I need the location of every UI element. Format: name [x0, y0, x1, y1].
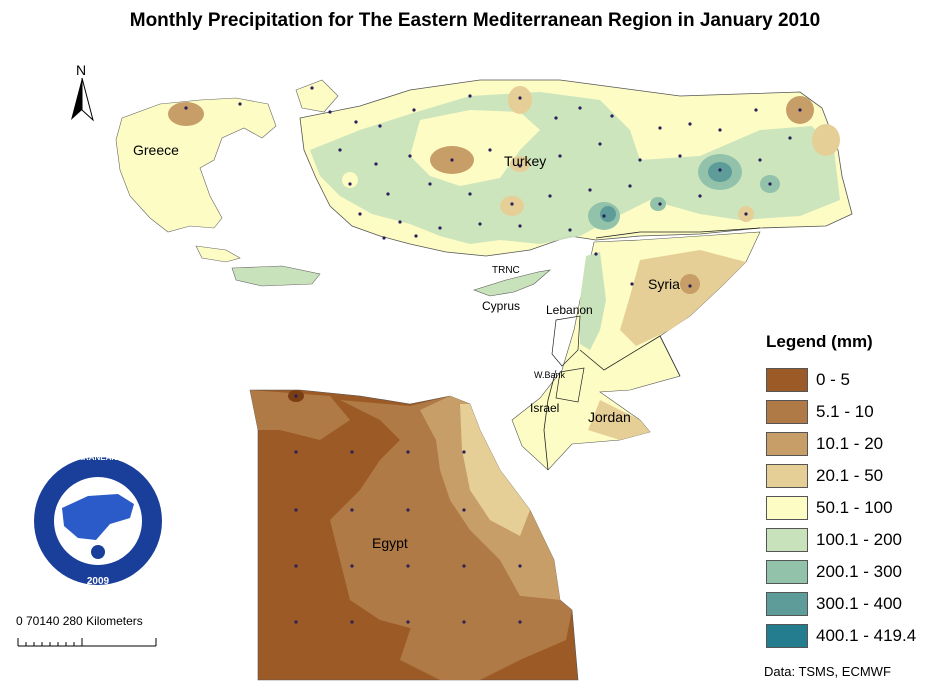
- map-title: Monthly Precipitation for The Eastern Me…: [129, 10, 821, 31]
- legend-swatch: [766, 368, 808, 392]
- label-syria: Syria: [648, 276, 680, 292]
- label-greece: Greece: [133, 142, 179, 158]
- data-source: Data: TSMS, ECMWF: [764, 664, 891, 679]
- svg-text:EASTERN MEDITERRANEAN CLIMATE: EASTERN MEDITERRANEAN CLIMATE CENTRE: [18, 453, 178, 462]
- scale-bar-label: 0 70140 280 Kilometers: [16, 614, 143, 628]
- turkey-region: [299, 79, 853, 257]
- north-label: N: [76, 62, 87, 78]
- scale-bar-icon: [17, 638, 157, 647]
- map-legend: Legend (mm) 0 - 5 5.1 - 10 10.1 - 20 20.1 -…: [766, 332, 946, 656]
- legend-item: 20.1 - 50: [766, 464, 946, 488]
- legend-swatch: [766, 496, 808, 520]
- levant-region: [511, 227, 761, 471]
- legend-label: 100.1 - 200: [816, 530, 903, 549]
- label-turkey: Turkey: [504, 153, 546, 169]
- legend-item: 50.1 - 100: [766, 496, 946, 520]
- legend-item: 100.1 - 200: [766, 528, 946, 552]
- label-cyprus: Cyprus: [482, 299, 520, 313]
- legend-label: 10.1 - 20: [816, 434, 884, 453]
- legend-swatch: [766, 624, 808, 648]
- legend-item: 5.1 - 10: [766, 400, 946, 424]
- label-lebanon: Lebanon: [546, 303, 593, 317]
- legend-title: Legend (mm): [766, 332, 873, 351]
- legend-label: 20.1 - 50: [816, 466, 884, 485]
- egypt-region: [249, 389, 579, 681]
- legend-swatch: [766, 560, 808, 584]
- station-dots: [184, 86, 802, 624]
- legend-swatch: [766, 464, 808, 488]
- legend-item: 10.1 - 20: [766, 432, 946, 456]
- scale-bar: 0 70140 280 Kilometers: [16, 614, 216, 654]
- label-israel: Israel: [530, 401, 559, 415]
- legend-swatch: [766, 432, 808, 456]
- emcc-logo: EASTERN MEDITERRANEAN CLIMATE CENTRE 200…: [7, 446, 191, 596]
- legend-items: 0 - 5 5.1 - 10 10.1 - 20 20.1 - 50 50.1 - 10…: [766, 368, 946, 648]
- legend-swatch: [766, 592, 808, 616]
- legend-item: 400.1 - 419.4: [766, 624, 946, 648]
- legend-item: 0 - 5: [766, 368, 946, 392]
- north-arrow-icon: [71, 77, 94, 122]
- emcc-logo-icon: EASTERN MEDITERRANEAN CLIMATE CENTRE 200…: [7, 453, 191, 587]
- legend-item: 200.1 - 300: [766, 560, 946, 584]
- legend-label: 0 - 5: [816, 370, 851, 389]
- legend-item: 300.1 - 400: [766, 592, 946, 616]
- legend-label: 400.1 - 419.4: [816, 626, 917, 645]
- label-egypt: Egypt: [372, 535, 408, 551]
- label-west-bank: W.Bank: [534, 370, 566, 380]
- legend-label: 5.1 - 10: [816, 402, 874, 421]
- cyprus-region: [473, 269, 551, 297]
- legend-label: 300.1 - 400: [816, 594, 903, 613]
- legend-swatch: [766, 400, 808, 424]
- label-trnc: TRNC: [492, 265, 520, 276]
- logo-year: 2009: [87, 576, 110, 587]
- legend-swatch: [766, 528, 808, 552]
- greece-region: [115, 79, 339, 287]
- north-arrow: N: [66, 62, 100, 126]
- legend-label: 50.1 - 100: [816, 498, 893, 517]
- label-jordan: Jordan: [588, 409, 631, 425]
- legend-label: 200.1 - 300: [816, 562, 903, 581]
